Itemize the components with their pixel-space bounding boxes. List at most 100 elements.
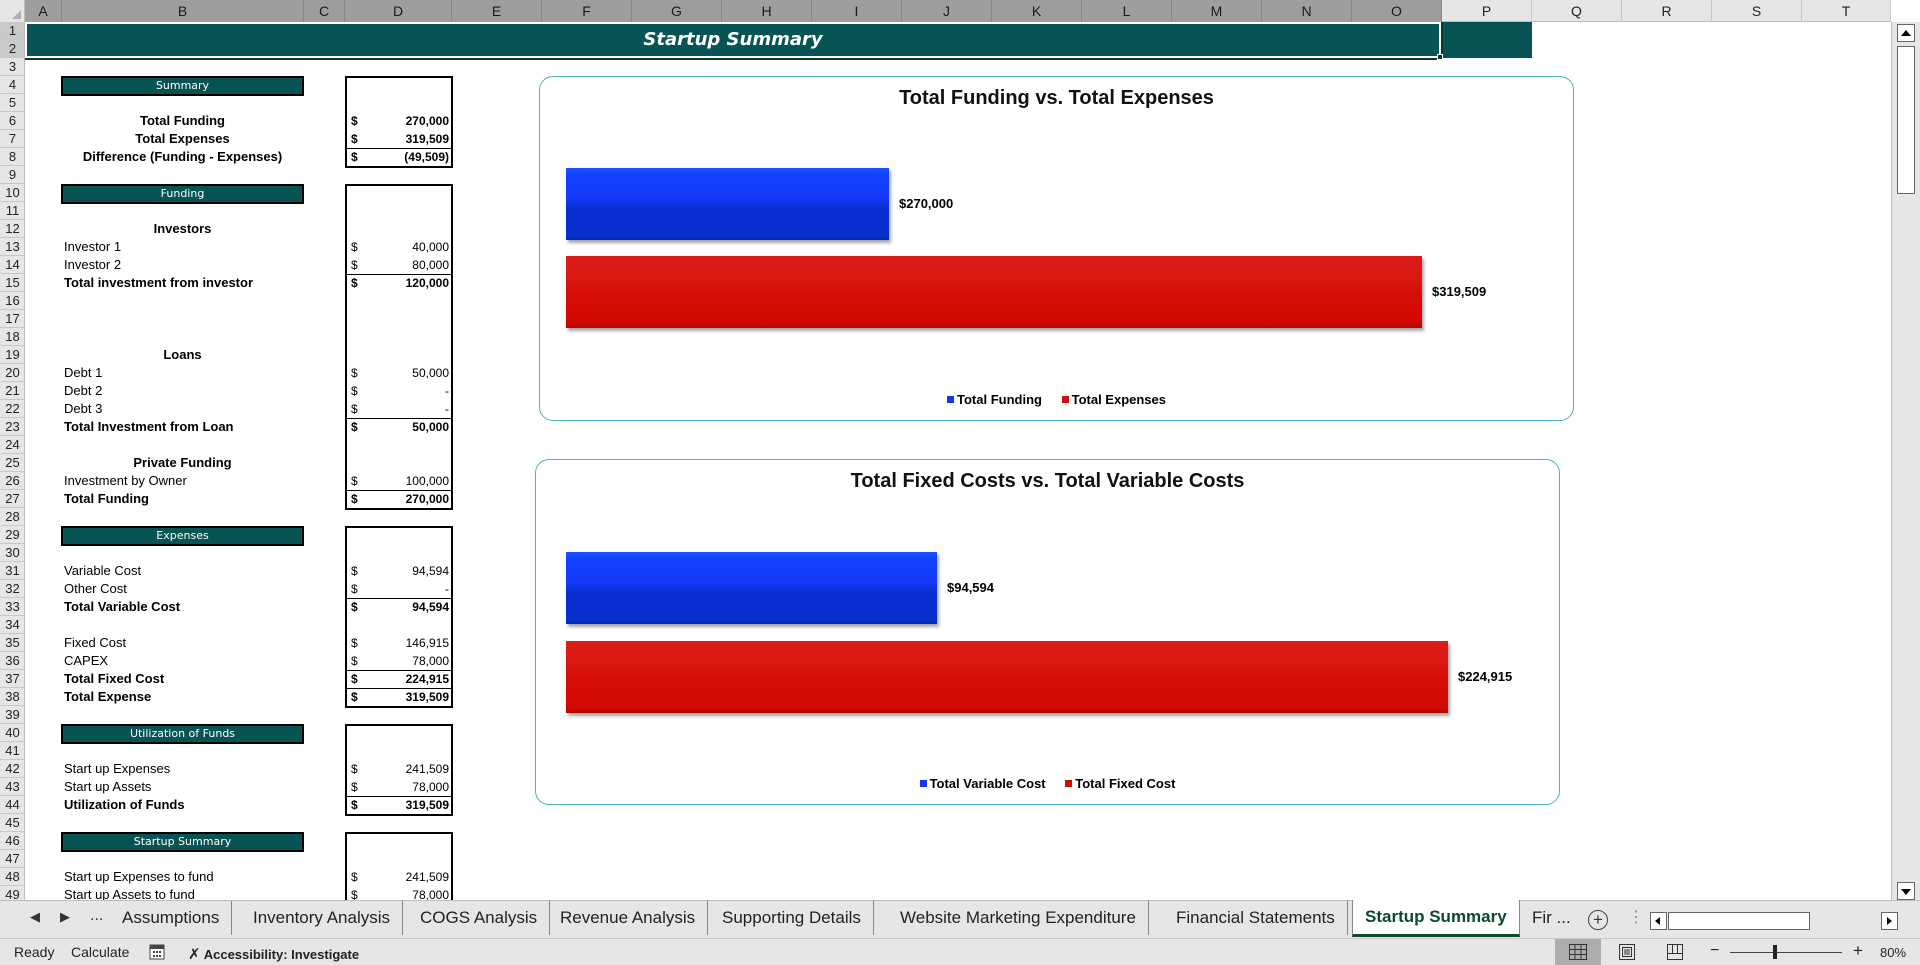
horizontal-scroll-thumb[interactable] bbox=[1668, 912, 1810, 930]
row-header-11[interactable]: 11 bbox=[0, 202, 24, 220]
cell-value[interactable]: 78,000 bbox=[412, 780, 449, 794]
row-header-45[interactable]: 45 bbox=[0, 814, 24, 832]
row-header-2[interactable]: 2 bbox=[0, 40, 24, 58]
row-header-3[interactable]: 3 bbox=[0, 58, 24, 76]
column-header-c[interactable]: C bbox=[304, 0, 345, 22]
row-header-13[interactable]: 13 bbox=[0, 238, 24, 256]
cell-value[interactable]: 270,000 bbox=[405, 114, 449, 128]
cell-value[interactable]: 241,509 bbox=[405, 870, 449, 884]
page-break-view-button[interactable] bbox=[1652, 939, 1698, 965]
row-header-42[interactable]: 42 bbox=[0, 760, 24, 778]
row-header-35[interactable]: 35 bbox=[0, 634, 24, 652]
row-header-47[interactable]: 47 bbox=[0, 850, 24, 868]
row-header-27[interactable]: 27 bbox=[0, 490, 24, 508]
row-header-7[interactable]: 7 bbox=[0, 130, 24, 148]
row-header-15[interactable]: 15 bbox=[0, 274, 24, 292]
cell-value[interactable]: - bbox=[445, 384, 449, 398]
sheet-tab-startup-summary[interactable]: Startup Summary bbox=[1352, 900, 1520, 937]
row-header-24[interactable]: 24 bbox=[0, 436, 24, 454]
column-header-p[interactable]: P bbox=[1442, 0, 1532, 22]
column-header-n[interactable]: N bbox=[1262, 0, 1352, 22]
row-header-26[interactable]: 26 bbox=[0, 472, 24, 490]
column-header-k[interactable]: K bbox=[992, 0, 1082, 22]
sheet-tab-financial-statements[interactable]: Financial Statements bbox=[1164, 901, 1348, 935]
column-header-m[interactable]: M bbox=[1172, 0, 1262, 22]
column-header-i[interactable]: I bbox=[812, 0, 902, 22]
column-header-j[interactable]: J bbox=[902, 0, 992, 22]
vertical-scroll-thumb[interactable] bbox=[1897, 46, 1915, 194]
zoom-level[interactable]: 80% bbox=[1880, 945, 1907, 960]
row-header-32[interactable]: 32 bbox=[0, 580, 24, 598]
cell-value[interactable]: 94,594 bbox=[412, 564, 449, 578]
row-header-38[interactable]: 38 bbox=[0, 688, 24, 706]
cell-value[interactable]: 78,000 bbox=[412, 654, 449, 668]
row-header-1[interactable]: 1 bbox=[0, 22, 24, 40]
cell-value[interactable]: 80,000 bbox=[412, 258, 449, 272]
cell-value[interactable]: 319,509 bbox=[405, 798, 449, 812]
prev-sheet-icon[interactable]: ◀ bbox=[30, 909, 40, 924]
more-sheets-button[interactable]: ... bbox=[90, 907, 104, 924]
column-header-e[interactable]: E bbox=[452, 0, 542, 22]
column-header-o[interactable]: O bbox=[1352, 0, 1442, 22]
column-header-d[interactable]: D bbox=[345, 0, 452, 22]
column-header-b[interactable]: B bbox=[62, 0, 304, 22]
cell-value[interactable]: 319,509 bbox=[405, 690, 449, 704]
cell-value[interactable]: 319,509 bbox=[405, 132, 449, 146]
row-header-14[interactable]: 14 bbox=[0, 256, 24, 274]
cell-value[interactable]: 241,509 bbox=[405, 762, 449, 776]
row-header-10[interactable]: 10 bbox=[0, 184, 24, 202]
normal-view-button[interactable] bbox=[1555, 939, 1601, 965]
cell-value[interactable]: 50,000 bbox=[412, 420, 449, 434]
row-header-36[interactable]: 36 bbox=[0, 652, 24, 670]
row-header-46[interactable]: 46 bbox=[0, 832, 24, 850]
sheet-tab-supporting-details[interactable]: Supporting Details bbox=[710, 901, 874, 935]
column-header-g[interactable]: G bbox=[632, 0, 722, 22]
selected-range-b1-o2[interactable] bbox=[25, 22, 1443, 60]
row-header-44[interactable]: 44 bbox=[0, 796, 24, 814]
scroll-right-button[interactable] bbox=[1881, 912, 1898, 930]
row-header-5[interactable]: 5 bbox=[0, 94, 24, 112]
chart-fixed-vs-variable[interactable]: Total Fixed Costs vs. Total Variable Cos… bbox=[535, 459, 1560, 805]
row-header-40[interactable]: 40 bbox=[0, 724, 24, 742]
cell-value[interactable]: - bbox=[445, 582, 449, 596]
row-header-16[interactable]: 16 bbox=[0, 292, 24, 310]
row-header-8[interactable]: 8 bbox=[0, 148, 24, 166]
column-header-l[interactable]: L bbox=[1082, 0, 1172, 22]
row-header-21[interactable]: 21 bbox=[0, 382, 24, 400]
scroll-down-button[interactable] bbox=[1897, 882, 1915, 900]
row-header-39[interactable]: 39 bbox=[0, 706, 24, 724]
cell-value[interactable]: 40,000 bbox=[412, 240, 449, 254]
cell-value[interactable]: 146,915 bbox=[405, 636, 449, 650]
row-header-49[interactable]: 49 bbox=[0, 886, 24, 900]
cell-value[interactable]: (49,509) bbox=[404, 150, 449, 164]
cell-value[interactable]: 270,000 bbox=[405, 492, 449, 506]
row-header-34[interactable]: 34 bbox=[0, 616, 24, 634]
row-header-20[interactable]: 20 bbox=[0, 364, 24, 382]
sheet-tab-website-marketing-expenditure[interactable]: Website Marketing Expenditure bbox=[888, 901, 1149, 935]
row-header-18[interactable]: 18 bbox=[0, 328, 24, 346]
cell-value[interactable]: 50,000 bbox=[412, 366, 449, 380]
row-header-30[interactable]: 30 bbox=[0, 544, 24, 562]
fill-handle[interactable] bbox=[1437, 54, 1443, 60]
column-header-s[interactable]: S bbox=[1712, 0, 1802, 22]
row-header-12[interactable]: 12 bbox=[0, 220, 24, 238]
bar-total-variable-cost[interactable] bbox=[566, 552, 937, 624]
zoom-in-button[interactable]: + bbox=[1853, 941, 1863, 960]
cell-value[interactable]: 100,000 bbox=[405, 474, 449, 488]
row-header-29[interactable]: 29 bbox=[0, 526, 24, 544]
scroll-up-button[interactable] bbox=[1897, 24, 1915, 42]
row-header-41[interactable]: 41 bbox=[0, 742, 24, 760]
row-header-33[interactable]: 33 bbox=[0, 598, 24, 616]
bar-total-expenses[interactable] bbox=[566, 256, 1422, 328]
row-header-25[interactable]: 25 bbox=[0, 454, 24, 472]
sheet-tab-cogs-analysis[interactable]: COGS Analysis bbox=[408, 901, 551, 935]
select-all-corner[interactable] bbox=[0, 0, 25, 22]
sheet-tab-fir[interactable]: Fir ... bbox=[1532, 908, 1571, 927]
cell-value[interactable]: 94,594 bbox=[412, 600, 449, 614]
cell-value[interactable]: 78,000 bbox=[412, 888, 449, 900]
accessibility-button[interactable]: ✗ Accessibility: Investigate bbox=[188, 946, 360, 963]
cell-value[interactable]: 224,915 bbox=[405, 672, 449, 686]
column-header-t[interactable]: T bbox=[1802, 0, 1891, 22]
bar-total-fixed-cost[interactable] bbox=[566, 641, 1448, 713]
row-header-28[interactable]: 28 bbox=[0, 508, 24, 526]
